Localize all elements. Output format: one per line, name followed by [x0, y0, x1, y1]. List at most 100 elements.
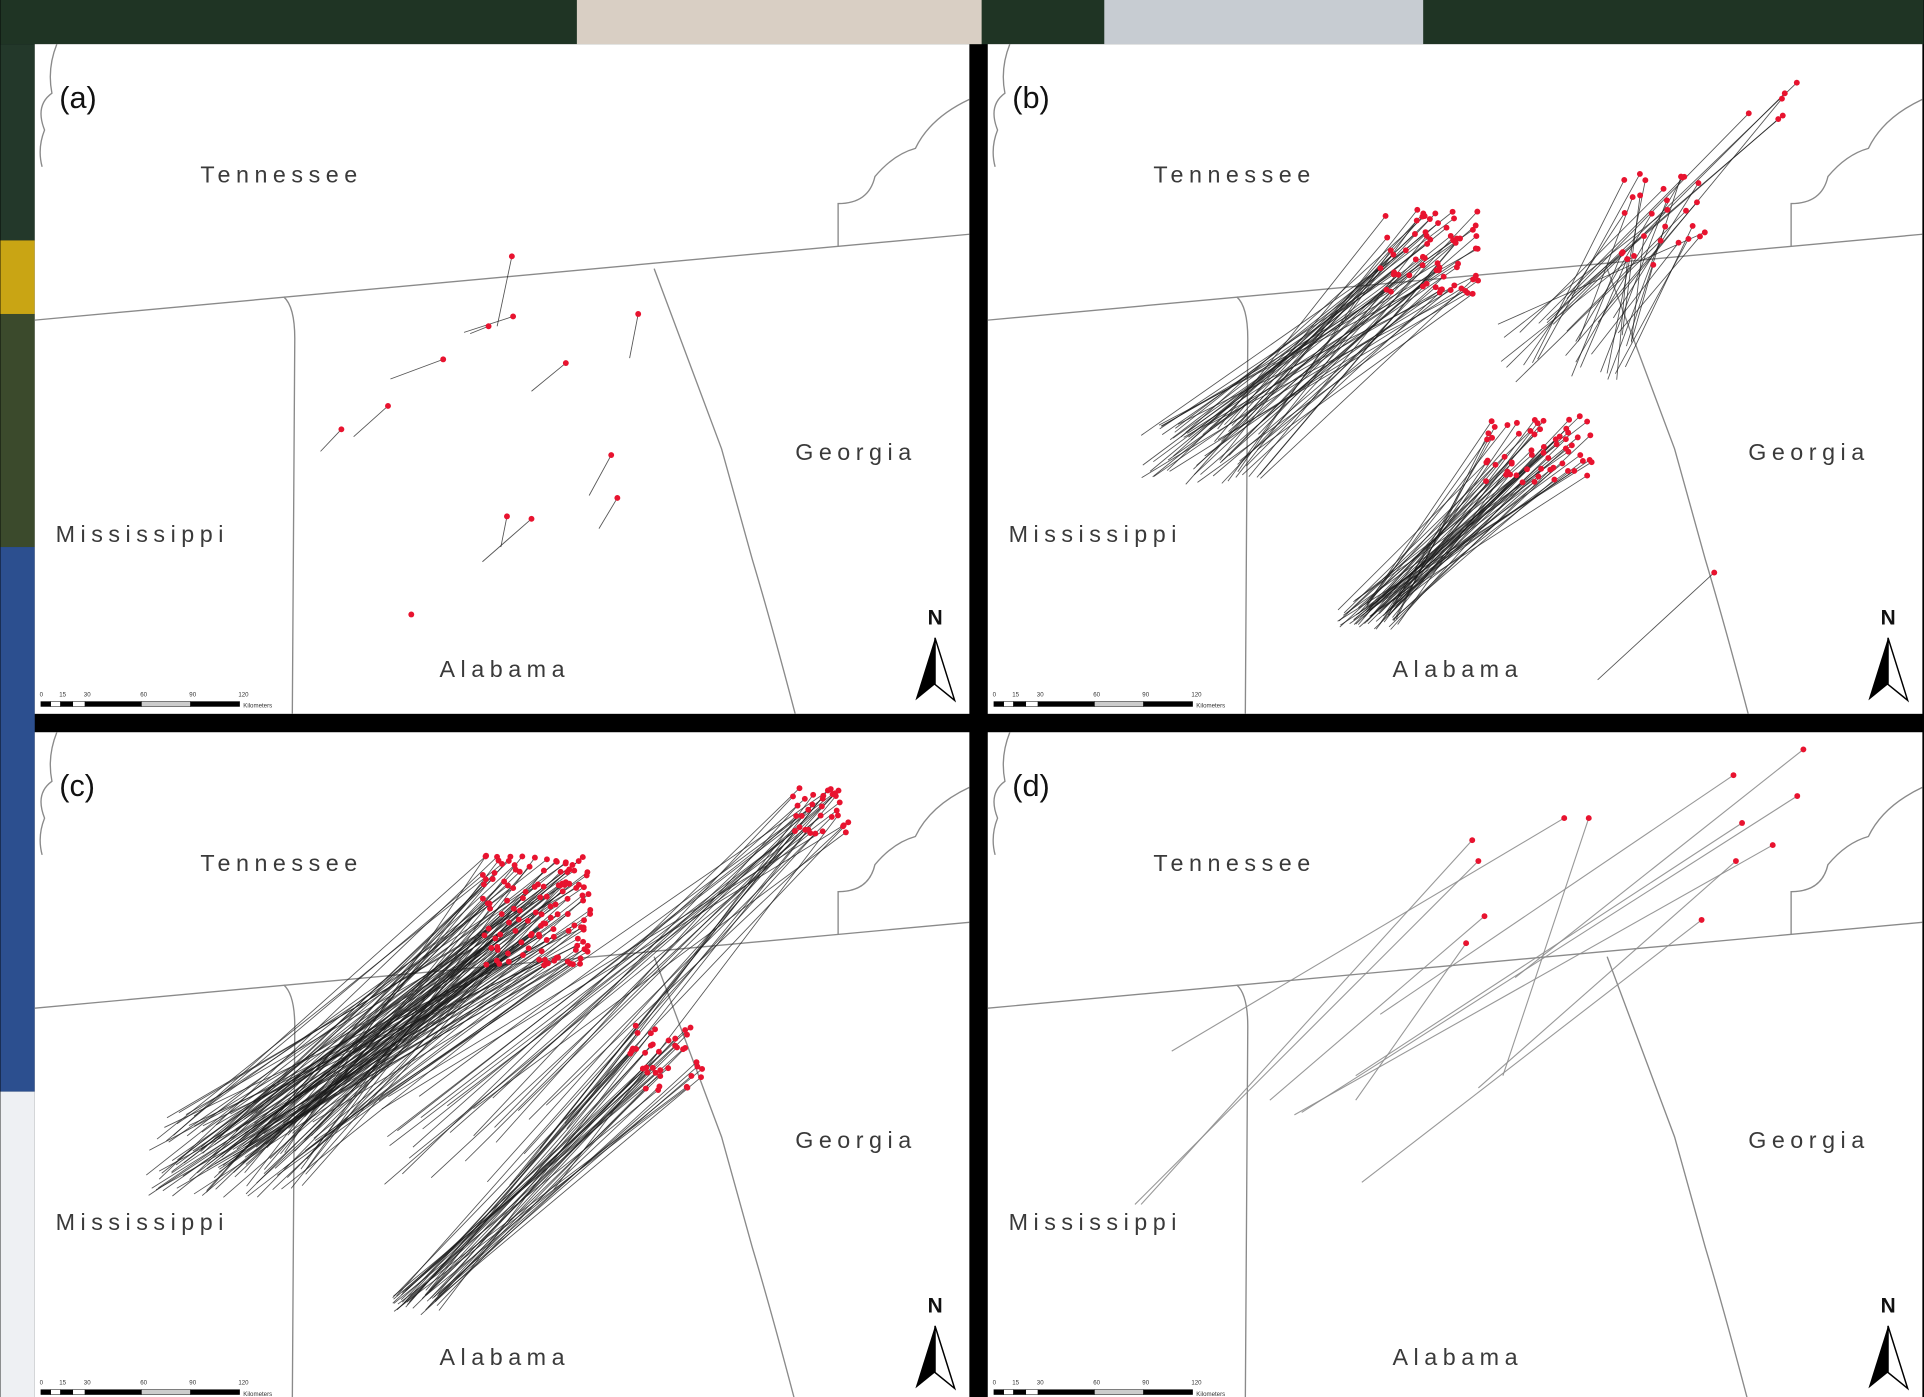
scale-label: 60: [1093, 692, 1100, 699]
track-head: [652, 1026, 658, 1032]
track-head: [665, 1065, 671, 1071]
track-head: [1571, 468, 1577, 474]
track-head: [1557, 434, 1563, 440]
track-head: [1577, 452, 1583, 458]
track-head: [1520, 479, 1526, 485]
track-head: [1482, 913, 1488, 919]
track-head: [1532, 432, 1538, 438]
track-head: [1794, 793, 1800, 799]
track-head: [633, 1046, 639, 1052]
track-head: [532, 855, 538, 861]
scale-bar: [61, 702, 73, 707]
track-head: [1690, 223, 1696, 229]
track-head: [544, 937, 550, 943]
track-head: [544, 856, 550, 862]
track-head: [565, 896, 571, 902]
track-head: [1739, 820, 1745, 826]
state-label: Mississippi: [56, 521, 229, 547]
track-head: [1463, 940, 1469, 946]
scale-bar: [85, 1390, 141, 1395]
track-head: [820, 793, 826, 799]
track-head: [1502, 454, 1508, 460]
track-head: [795, 803, 801, 809]
track-head: [537, 894, 543, 900]
track-head: [818, 813, 824, 819]
track-head: [672, 1036, 678, 1042]
track-head: [1637, 192, 1643, 198]
track-head: [499, 911, 505, 917]
track-head: [504, 513, 510, 519]
track-head: [1702, 229, 1708, 235]
track-head: [486, 926, 492, 932]
scale-label: 0: [40, 1380, 44, 1387]
track-head: [1680, 174, 1686, 180]
track-head: [1391, 269, 1397, 275]
track-head: [812, 831, 818, 837]
track-head: [792, 828, 798, 834]
track-head: [1438, 287, 1444, 293]
track-head: [1383, 213, 1389, 219]
map-panel: (b)TennesseeGeorgiaMississippiAlabamaN01…: [988, 44, 1923, 714]
track-head: [529, 516, 535, 522]
track-head: [575, 936, 581, 942]
track-head: [834, 808, 840, 814]
scale-bar: [73, 702, 85, 707]
track-head: [1733, 858, 1739, 864]
scale-bar: [1094, 702, 1143, 707]
track-head: [1541, 444, 1547, 450]
scale-unit: Kilometers: [1196, 1391, 1225, 1397]
scale-bar: [141, 702, 190, 707]
track-head: [684, 1084, 690, 1090]
track-head: [836, 788, 842, 794]
scale-label: 15: [59, 1380, 66, 1387]
track-head: [1625, 256, 1631, 262]
scale-bar: [141, 1390, 190, 1395]
scale-bar: [994, 1390, 1004, 1395]
track-head: [542, 921, 548, 927]
map-panel: (c)TennesseeGeorgiaMississippiAlabamaN01…: [35, 732, 970, 1397]
track-head: [1470, 227, 1476, 233]
scale-unit: Kilometers: [243, 1391, 272, 1397]
track-head: [506, 920, 512, 926]
track-head: [1630, 194, 1636, 200]
track-head: [1489, 435, 1495, 441]
track-head: [1474, 209, 1480, 215]
track-head: [1524, 466, 1530, 472]
track-head: [1420, 210, 1426, 216]
track-head: [490, 876, 496, 882]
track-head: [541, 868, 547, 874]
track-head: [548, 903, 554, 909]
track-head: [1746, 110, 1752, 116]
track-head: [1406, 272, 1412, 278]
track-head: [1537, 426, 1543, 432]
track-head: [790, 794, 796, 800]
track-head: [510, 885, 516, 891]
scale-label: 120: [238, 1380, 249, 1387]
scale-bar: [85, 702, 141, 707]
track-head: [1424, 281, 1430, 287]
track-head: [555, 911, 561, 917]
track-head: [533, 910, 539, 916]
track-head: [819, 803, 825, 809]
track-head: [574, 943, 580, 949]
map-panel: (d)TennesseeGeorgiaMississippiAlabamaN01…: [988, 732, 1923, 1397]
scale-bar: [994, 702, 1004, 707]
track-head: [820, 828, 826, 834]
track-head: [1535, 474, 1541, 480]
scale-label: 0: [40, 692, 44, 699]
track-head: [578, 956, 584, 962]
track-head: [1800, 746, 1806, 752]
track-head: [567, 961, 573, 967]
track-head: [507, 854, 513, 860]
track-head: [573, 885, 579, 891]
scale-label: 90: [1142, 1380, 1149, 1387]
state-label: Mississippi: [56, 1209, 229, 1235]
north-label: N: [1881, 1294, 1896, 1317]
panel-bg: [988, 44, 1923, 714]
track-head: [560, 888, 566, 894]
track-head: [536, 932, 542, 938]
scale-bar: [61, 1390, 73, 1395]
track-head: [581, 917, 587, 923]
track-head: [486, 323, 492, 329]
scale-label: 0: [993, 1380, 997, 1387]
